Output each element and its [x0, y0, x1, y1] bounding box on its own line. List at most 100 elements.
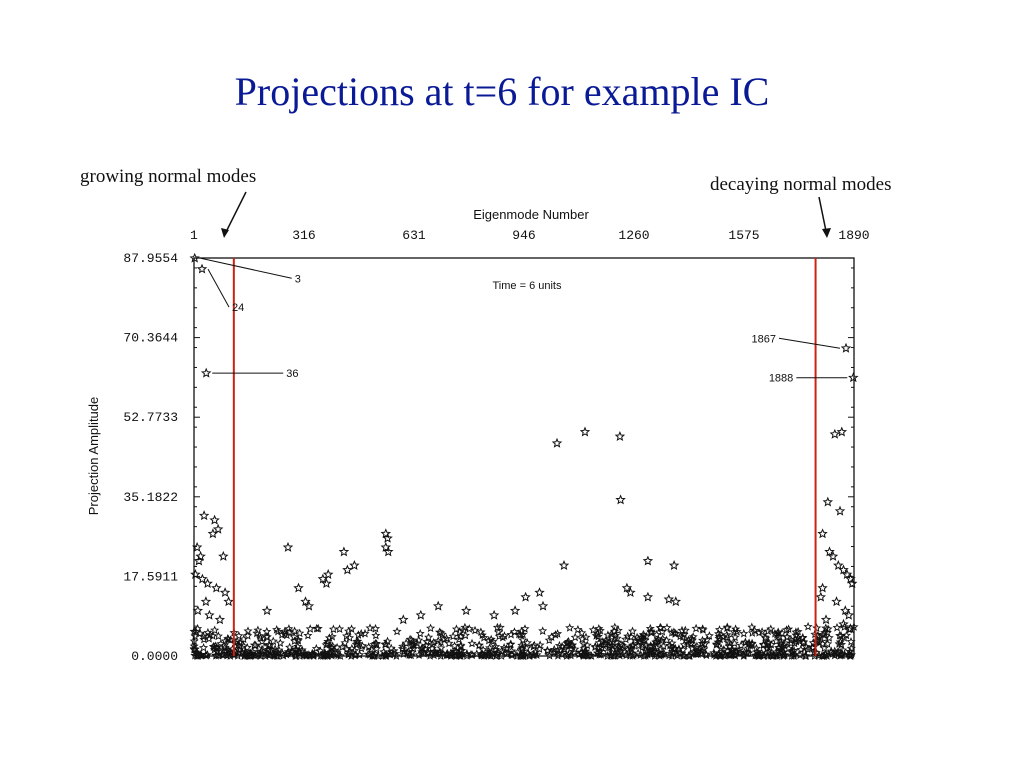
noise-star — [334, 624, 345, 633]
data-point — [834, 505, 846, 516]
growing-note-arrowhead — [221, 228, 229, 238]
noise-star — [646, 627, 657, 637]
noise-star — [268, 636, 278, 646]
data-point — [218, 550, 229, 561]
noise-star — [592, 629, 603, 638]
noise-star — [321, 640, 331, 649]
data-point — [670, 596, 682, 607]
noise-star — [635, 650, 645, 660]
y-tick-label: 70.3644 — [123, 331, 178, 346]
noise-star — [723, 637, 733, 647]
time-annotation: Time = 6 units — [493, 280, 562, 292]
noise-star — [646, 646, 656, 655]
noise-star — [590, 641, 600, 651]
noise-star — [517, 643, 527, 653]
data-point — [382, 532, 393, 543]
noise-star — [649, 640, 659, 650]
noise-star — [824, 633, 834, 642]
noise-star — [677, 625, 687, 635]
noise-star — [604, 640, 614, 650]
noise-star — [242, 650, 253, 659]
noise-star — [832, 622, 842, 632]
x-tick-labels: 1 316 631 946 1260 1575 1890 — [190, 228, 870, 243]
noise-star — [592, 648, 602, 658]
data-point — [614, 430, 626, 441]
noise-star — [479, 632, 489, 642]
data-point — [383, 546, 394, 557]
noise-star — [381, 650, 391, 660]
noise-star — [625, 651, 635, 660]
callout-label: 3 — [295, 273, 301, 285]
noise-star — [722, 622, 732, 632]
y-tick-labels: 87.9554 70.3644 52.7733 35.1822 17.5911 0.000… — [123, 251, 178, 664]
noise-star — [562, 651, 572, 660]
noise-star — [608, 651, 619, 660]
noise-star — [715, 634, 725, 644]
noise-star — [437, 629, 447, 639]
noise-star — [535, 640, 545, 650]
data-point — [831, 596, 842, 607]
noise-star — [641, 631, 651, 641]
data-point — [380, 541, 392, 552]
x-tick-label: 1260 — [618, 228, 649, 243]
noise-star — [289, 632, 299, 641]
noise-star — [517, 650, 527, 659]
data-point — [322, 568, 334, 579]
baseline-noise — [189, 621, 859, 660]
data-point — [848, 372, 859, 383]
noise-star — [297, 646, 307, 656]
noise-star — [261, 648, 271, 658]
y-ticks — [194, 257, 854, 657]
data-point — [321, 578, 332, 589]
noise-star — [578, 651, 588, 660]
noise-star — [390, 648, 400, 658]
callout-label: 36 — [286, 368, 298, 380]
noise-star — [791, 630, 801, 640]
noise-star — [665, 640, 675, 650]
data-point — [817, 582, 828, 593]
noise-star — [798, 633, 808, 643]
noise-star — [520, 624, 530, 633]
noise-star — [243, 631, 253, 640]
noise-star — [796, 644, 806, 654]
noise-star — [612, 633, 622, 643]
noise-star — [255, 633, 265, 642]
noise-star — [364, 642, 374, 651]
noise-star — [557, 641, 567, 651]
x-tick-label: 1 — [190, 228, 198, 243]
noise-star — [392, 626, 402, 636]
noise-star — [557, 649, 567, 659]
noise-star — [823, 624, 833, 634]
noise-star — [506, 629, 516, 639]
noise-star — [758, 639, 769, 649]
data-point — [847, 578, 858, 589]
noise-star — [506, 646, 517, 655]
noise-star — [744, 638, 754, 648]
data-point — [642, 555, 654, 566]
noise-star — [722, 632, 733, 642]
noise-star — [253, 625, 263, 635]
noise-star — [516, 630, 526, 639]
noise-star — [246, 648, 256, 658]
data-point — [460, 605, 472, 616]
data-point — [537, 600, 549, 611]
noise-star — [740, 638, 750, 647]
noise-star — [709, 648, 719, 657]
noise-star — [776, 636, 786, 646]
callout-arrow — [200, 257, 292, 279]
y-axis-label: Projection Amplitude — [86, 397, 101, 516]
data-point — [432, 600, 444, 611]
noise-star — [667, 638, 677, 648]
noise-star — [293, 641, 303, 651]
noise-star — [353, 630, 363, 639]
noise-star — [803, 621, 813, 631]
noise-star — [789, 646, 799, 655]
noise-star — [730, 649, 740, 659]
noise-star — [234, 645, 244, 655]
noise-star — [424, 632, 434, 642]
noise-star — [423, 647, 433, 657]
noise-star — [563, 636, 574, 646]
data-point — [520, 591, 531, 602]
noise-star — [551, 630, 560, 639]
noise-star — [474, 640, 484, 650]
